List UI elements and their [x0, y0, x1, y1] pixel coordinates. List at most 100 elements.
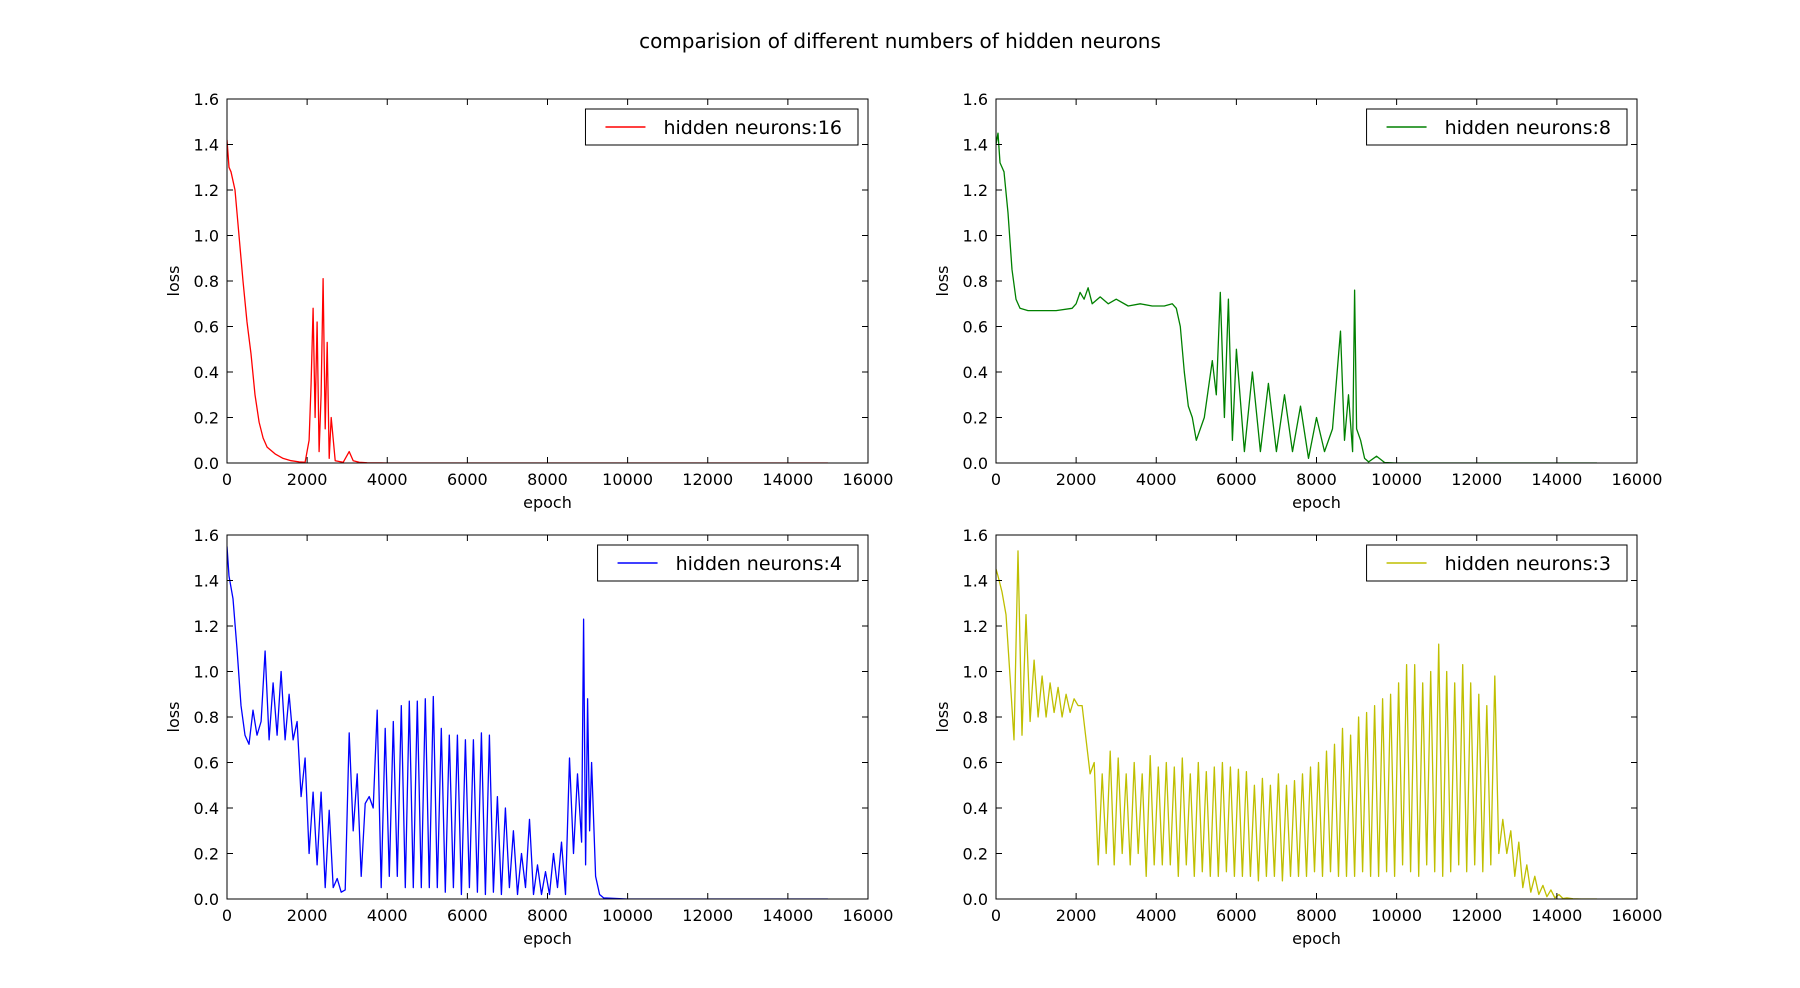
- x-tick-label: 16000: [1612, 906, 1663, 925]
- y-tick-label: 0.8: [963, 708, 988, 727]
- x-tick-label: 6000: [447, 470, 488, 489]
- y-tick-label: 1.6: [194, 526, 219, 545]
- subplot-1: 0 2000 4000 6000 8000 10000 12000 14000 16000 0.0…: [164, 90, 893, 512]
- x-tick-label: 4000: [1136, 906, 1177, 925]
- x-axis-label: epoch: [1292, 929, 1341, 948]
- y-tick-label: 1.6: [194, 90, 219, 109]
- y-tick-label: 0.6: [963, 754, 988, 773]
- x-tick-label: 14000: [762, 906, 813, 925]
- x-tick-label: 0: [222, 906, 232, 925]
- y-tick-label: 0.8: [194, 272, 219, 291]
- x-tick-label: 12000: [682, 906, 733, 925]
- y-tick-label: 1.0: [194, 663, 219, 682]
- x-tick-label: 10000: [1371, 906, 1422, 925]
- y-tick-label: 0.2: [963, 409, 988, 428]
- y-tick-label: 0.0: [194, 454, 219, 473]
- x-axis-label: epoch: [523, 493, 572, 512]
- x-tick-label: 6000: [447, 906, 488, 925]
- y-tick-label: 0.8: [194, 708, 219, 727]
- y-tick-label: 1.4: [963, 136, 988, 155]
- legend-label: hidden neurons:3: [1445, 553, 1611, 575]
- x-tick-label: 8000: [527, 470, 568, 489]
- y-tick-label: 0.2: [194, 409, 219, 428]
- y-tick-label: 0.6: [194, 754, 219, 773]
- x-tick-label: 16000: [843, 470, 894, 489]
- x-tick-label: 2000: [287, 906, 328, 925]
- x-tick-label: 0: [991, 906, 1001, 925]
- y-tick-label: 1.2: [194, 181, 219, 200]
- y-tick-label: 0.4: [963, 799, 988, 818]
- y-tick-label: 1.2: [963, 181, 988, 200]
- y-axis-label: loss: [933, 702, 952, 733]
- y-tick-label: 1.0: [963, 227, 988, 246]
- y-tick-label: 1.6: [963, 526, 988, 545]
- y-tick-label: 0.6: [963, 318, 988, 337]
- legend-label: hidden neurons:16: [663, 117, 842, 139]
- y-tick-label: 1.2: [194, 617, 219, 636]
- x-tick-label: 0: [222, 470, 232, 489]
- y-tick-label: 0.4: [963, 363, 988, 382]
- subplot-4: 0 2000 4000 6000 8000 10000 12000 14000 16000 0.0…: [933, 526, 1662, 948]
- x-tick-label: 12000: [682, 470, 733, 489]
- x-tick-label: 14000: [762, 470, 813, 489]
- x-tick-label: 10000: [1371, 470, 1422, 489]
- x-tick-label: 4000: [367, 906, 408, 925]
- legend: hidden neurons:16: [584, 108, 859, 146]
- x-tick-label: 2000: [287, 470, 328, 489]
- x-tick-label: 0: [991, 470, 1001, 489]
- series-line-3-1: [227, 546, 828, 899]
- x-tick-label: 4000: [367, 470, 408, 489]
- y-tick-label: 1.0: [963, 663, 988, 682]
- y-tick-label: 0.0: [963, 890, 988, 909]
- x-tick-label: 16000: [1612, 470, 1663, 489]
- x-tick-label: 10000: [602, 906, 653, 925]
- y-axis-label: loss: [164, 266, 183, 297]
- series-line-1-1: [227, 139, 828, 463]
- x-tick-label: 14000: [1531, 906, 1582, 925]
- x-axis-label: epoch: [1292, 493, 1341, 512]
- series-line-2-1: [996, 132, 1597, 463]
- legend-label: hidden neurons:8: [1445, 117, 1611, 139]
- y-tick-label: 1.4: [963, 572, 988, 591]
- subplot-2: 0 2000 4000 6000 8000 10000 12000 14000 16000 0.0…: [933, 90, 1662, 512]
- x-tick-label: 4000: [1136, 470, 1177, 489]
- x-tick-label: 2000: [1056, 906, 1097, 925]
- x-tick-label: 12000: [1451, 906, 1502, 925]
- y-axis-label: loss: [164, 702, 183, 733]
- plot-frame: [995, 534, 1638, 900]
- legend: hidden neurons:8: [1366, 108, 1628, 146]
- y-tick-label: 0.2: [194, 845, 219, 864]
- y-tick-label: 0.0: [194, 890, 219, 909]
- y-tick-label: 0.6: [194, 318, 219, 337]
- x-tick-label: 10000: [602, 470, 653, 489]
- y-tick-label: 0.2: [963, 845, 988, 864]
- y-tick-label: 1.4: [194, 136, 219, 155]
- y-tick-label: 1.0: [194, 227, 219, 246]
- subplots-container: 0 2000 4000 6000 8000 10000 12000 14000 16000 0.0…: [164, 90, 1662, 948]
- x-tick-label: 8000: [1296, 470, 1337, 489]
- legend-label: hidden neurons:4: [676, 553, 842, 575]
- y-tick-label: 1.4: [194, 572, 219, 591]
- y-tick-label: 0.0: [963, 454, 988, 473]
- x-tick-label: 14000: [1531, 470, 1582, 489]
- y-axis-label: loss: [933, 266, 952, 297]
- legend: hidden neurons:3: [1366, 544, 1628, 582]
- y-tick-label: 0.4: [194, 799, 219, 818]
- x-tick-label: 2000: [1056, 470, 1097, 489]
- y-tick-label: 1.2: [963, 617, 988, 636]
- x-tick-label: 16000: [843, 906, 894, 925]
- x-tick-label: 8000: [1296, 906, 1337, 925]
- legend: hidden neurons:4: [597, 544, 859, 582]
- y-tick-label: 1.6: [963, 90, 988, 109]
- series-line-4-1: [996, 550, 1597, 899]
- x-tick-label: 8000: [527, 906, 568, 925]
- plot-frame: [995, 98, 1638, 464]
- y-tick-label: 0.8: [963, 272, 988, 291]
- subplot-3: 0 2000 4000 6000 8000 10000 12000 14000 16000 0.0…: [164, 526, 893, 948]
- y-tick-label: 0.4: [194, 363, 219, 382]
- x-tick-label: 6000: [1216, 470, 1257, 489]
- x-tick-label: 6000: [1216, 906, 1257, 925]
- figure-title: comparision of different numbers of hidd…: [639, 29, 1161, 53]
- x-axis-label: epoch: [523, 929, 572, 948]
